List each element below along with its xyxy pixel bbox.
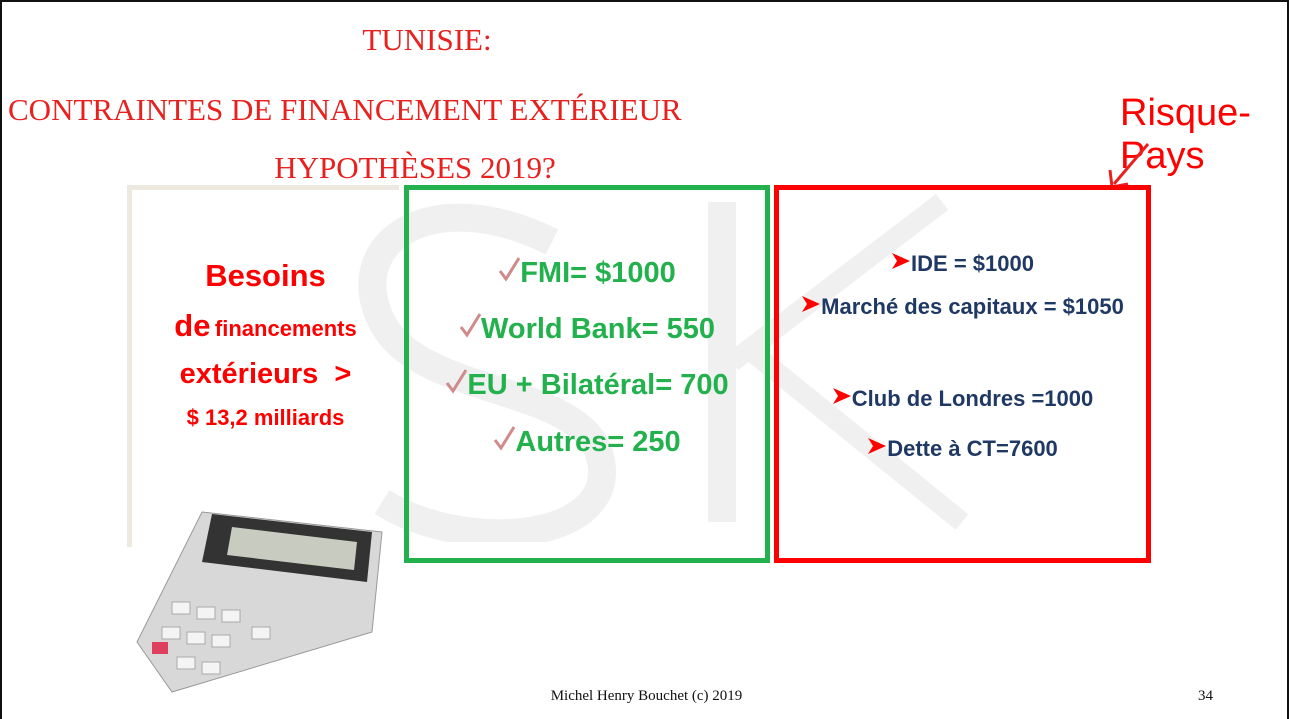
title-line: HYPOTHÈSES 2019? (2, 150, 828, 186)
private-box: IDE = $1000 Marché des capitaux = $1050 Cl… (774, 185, 1151, 563)
official-text: Autres= 250 (515, 426, 680, 458)
needs-text: > (334, 358, 351, 390)
private-item: IDE = $1000 (799, 245, 1126, 283)
arrow-bullet (867, 436, 887, 456)
page-number: 34 (1198, 688, 1213, 705)
check-icon (459, 312, 481, 338)
needs-text: de (174, 308, 210, 343)
private-item: Marché des capitaux = $1050 (799, 288, 1126, 326)
footer-author: Michel Henry Bouchet (c) 2019 (2, 688, 1289, 705)
arrow-bullet (832, 386, 852, 406)
needs-text: financements (215, 316, 357, 341)
title-line: CONTRAINTES DE FINANCEMENT EXTÉRIEUR (8, 92, 682, 128)
needs-text: Besoins (132, 258, 399, 294)
official-item: EU + Bilatéral= 700 (409, 368, 765, 402)
private-item: Dette à CT=7600 (799, 430, 1126, 468)
private-text: IDE = $1000 (911, 251, 1034, 276)
check-icon (445, 368, 467, 394)
private-item: Club de Londres =1000 (799, 380, 1126, 418)
private-text: Club de Londres =1000 (852, 386, 1093, 411)
needs-text: de financements (132, 308, 399, 344)
official-item: Autres= 250 (409, 425, 765, 459)
official-text: FMI= $1000 (520, 257, 676, 289)
title-line: TUNISIE: (2, 22, 852, 58)
slide: TUNISIE: CONTRAINTES DE FINANCEMENT EXTÉ… (0, 0, 1289, 719)
needs-text: extérieurs (180, 358, 319, 390)
private-text: Dette à CT=7600 (887, 436, 1058, 461)
needs-text: extérieurs > (132, 358, 399, 391)
check-icon (498, 256, 520, 282)
official-text: EU + Bilatéral= 700 (467, 369, 728, 401)
official-box: FMI= $1000 World Bank= 550 EU + Bilatéral=… (404, 185, 770, 563)
official-text: World Bank= 550 (481, 313, 715, 345)
private-text: Marché des capitaux = $1050 (821, 294, 1124, 319)
arrow-bullet (801, 294, 821, 314)
check-icon (493, 425, 515, 451)
official-item: FMI= $1000 (409, 256, 765, 290)
needs-text: $ 13,2 milliards (132, 405, 399, 431)
official-item: World Bank= 550 (409, 312, 765, 346)
calculator-image (132, 492, 402, 717)
arrow-bullet (891, 251, 911, 271)
